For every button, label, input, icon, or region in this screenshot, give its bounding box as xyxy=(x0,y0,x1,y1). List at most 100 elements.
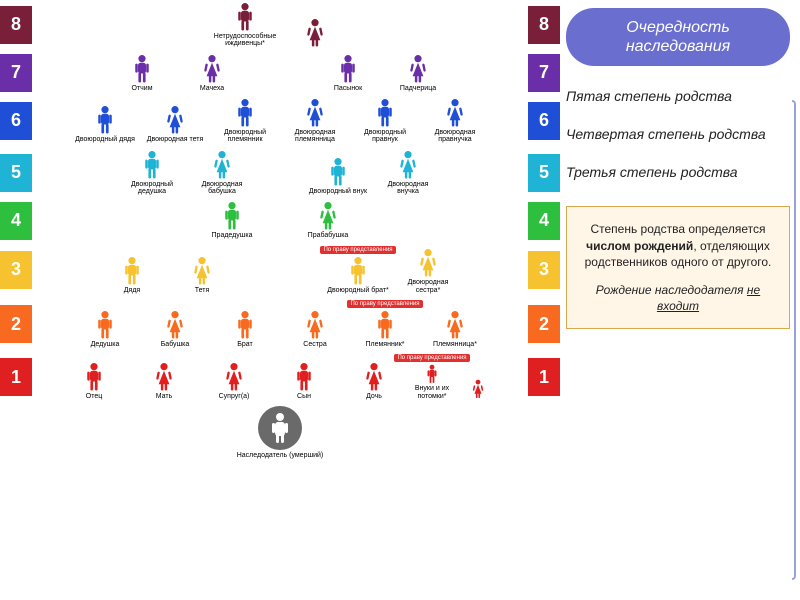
person-label: Мачеха xyxy=(200,85,224,92)
row-number-right: 8 xyxy=(528,6,560,44)
person-icon: Двоюродный дедушка xyxy=(120,150,184,196)
person-label: Двоюродная внучка xyxy=(376,181,440,196)
row-number-right: 4 xyxy=(528,202,560,240)
person-label: Отчим xyxy=(131,85,152,92)
row-number-left: 8 xyxy=(0,6,32,44)
person-icon: Сын xyxy=(272,362,336,400)
info-p1-b: числом рождений xyxy=(586,239,693,253)
person-icon: Бабушка xyxy=(143,310,207,348)
people-strip: Дядя Тетя По праву представления Двоюродн… xyxy=(32,244,528,296)
person-icon: По праву представления Внуки и их потомк… xyxy=(412,354,452,400)
person-icon: Племянница* xyxy=(423,310,487,348)
person-icon: Сестра xyxy=(283,310,347,348)
row-number-right: 5 xyxy=(528,154,560,192)
person-icon: Двоюродный внук xyxy=(306,157,370,195)
person-icon: Нетрудоспособные иждивенцы* xyxy=(213,2,277,48)
person-label: Племянница* xyxy=(433,341,477,348)
person-label: Супруг(а) xyxy=(219,393,250,400)
person-icon: Супруг(а) xyxy=(202,362,266,400)
person-icon: Падчерица xyxy=(386,54,450,92)
person-icon: Двоюродная сестра* xyxy=(396,248,460,294)
row-number-left: 5 xyxy=(0,154,32,192)
person-icon: Тетя xyxy=(170,256,234,294)
row-number-left: 2 xyxy=(0,305,32,343)
person-label: Двоюродный брат* xyxy=(327,287,389,294)
row-number-left: 7 xyxy=(0,54,32,92)
person-icon: Пасынок xyxy=(316,54,380,92)
inheritance-row-7: 7 Отчим Мачеха Пасынок Падчерица7 xyxy=(0,52,560,94)
person-icon: Дочь xyxy=(342,362,406,400)
people-strip: Прадедушка Прабабушка xyxy=(32,199,528,241)
person-label: Мать xyxy=(156,393,173,400)
person-label: Бабушка xyxy=(161,341,190,348)
page-title: Очередность наследования xyxy=(566,8,790,66)
row-number-left: 1 xyxy=(0,358,32,396)
person-icon: Прабабушка xyxy=(296,201,360,239)
person-icon: Прадедушка xyxy=(200,201,264,239)
people-strip: Двоюродный дядя Двоюродная тетя Двоюродн… xyxy=(32,96,528,146)
person-label: Двоюродная бабушка xyxy=(190,181,254,196)
person-label: Внуки и их потомки* xyxy=(412,385,452,400)
info-p2-a: Рождение наследодателя xyxy=(596,283,747,297)
person-icon: По праву представления Двоюродный брат* xyxy=(326,246,390,294)
person-label: Нетрудоспособные иждивенцы* xyxy=(213,33,277,48)
side-frame-decoration xyxy=(792,100,796,580)
person-icon: Двоюродный дядя xyxy=(73,105,137,143)
person-icon: Двоюродный племянник xyxy=(213,98,277,144)
person-icon: По праву представления Племянник* xyxy=(353,300,417,348)
heir-label: Наследодатель (умерший) xyxy=(237,452,324,459)
person-label: Дедушка xyxy=(91,341,120,348)
row-number-right: 1 xyxy=(528,358,560,396)
person-label: Двоюродный племянник xyxy=(213,129,277,144)
degree-3: Третья степень родства xyxy=(566,164,790,180)
side-panel: Очередность наследования Пятая степень р… xyxy=(560,0,800,600)
person-label: Падчерица xyxy=(400,85,436,92)
person-label: Пасынок xyxy=(334,85,362,92)
degree-4: Четвертая степень родства xyxy=(566,126,790,142)
person-label: Тетя xyxy=(195,287,210,294)
info-box: Степень родства определяется числом рожд… xyxy=(566,206,790,329)
person-label: Двоюродный дедушка xyxy=(120,181,184,196)
person-icon: Двоюродная племянница xyxy=(283,98,347,144)
row-number-left: 6 xyxy=(0,102,32,140)
info-p1-a: Степень родства определяется xyxy=(590,222,765,236)
person-label: Двоюродный внук xyxy=(309,188,367,195)
person-label: Сестра xyxy=(303,341,326,348)
row-number-left: 3 xyxy=(0,251,32,289)
person-label: Двоюродная племянница xyxy=(283,129,347,144)
inheritance-row-6: 6 Двоюродный дядя Двоюродная тетя Двоюро… xyxy=(0,96,560,146)
person-icon xyxy=(458,379,498,400)
inheritance-row-4: 4 Прадедушка Прабабушка4 xyxy=(0,199,560,241)
person-icon: Мачеха xyxy=(180,54,244,92)
row-number-right: 3 xyxy=(528,251,560,289)
person-label: Двоюродный правнук xyxy=(353,129,417,144)
inheritance-row-8: 8 Нетрудоспособные иждивенцы* 8 xyxy=(0,0,560,50)
representation-badge: По праву представления xyxy=(394,354,469,362)
person-label: Двоюродный дядя xyxy=(75,136,135,143)
person-label: Дочь xyxy=(366,393,382,400)
inheritance-row-2: 2 Дедушка Бабушка Брат СестраПо праву пр… xyxy=(0,298,560,350)
person-icon: Мать xyxy=(132,362,196,400)
people-strip: Отчим Мачеха Пасынок Падчерица xyxy=(32,52,528,94)
heir-icon xyxy=(258,406,302,450)
inheritance-row-1: 1 Отец Мать Супруг(а) Сын xyxy=(0,352,560,402)
people-strip: Дедушка Бабушка Брат СестраПо праву пред… xyxy=(32,298,528,350)
people-strip: Отец Мать Супруг(а) Сын ДочьПо xyxy=(32,352,528,402)
person-icon: Отчим xyxy=(110,54,174,92)
person-label: Двоюродная тетя xyxy=(147,136,204,143)
person-label: Двоюродная сестра* xyxy=(396,279,460,294)
row-number-left: 4 xyxy=(0,202,32,240)
person-icon: Двоюродная внучка xyxy=(376,150,440,196)
row-number-right: 6 xyxy=(528,102,560,140)
person-label: Племянник* xyxy=(365,341,404,348)
row-number-right: 7 xyxy=(528,54,560,92)
representation-badge: По праву представления xyxy=(347,300,422,308)
degree-5: Пятая степень родства xyxy=(566,88,790,104)
inheritance-row-5: 5 Двоюродный дедушка Двоюродная бабушка … xyxy=(0,148,560,198)
person-icon: Дядя xyxy=(100,256,164,294)
person-icon: Двоюродная бабушка xyxy=(190,150,254,196)
inheritance-row-3: 3 Дядя Тетя По праву представления Двоюро… xyxy=(0,244,560,296)
person-icon: Дедушка xyxy=(73,310,137,348)
person-icon: Двоюродный правнук xyxy=(353,98,417,144)
inheritance-chart: 8 Нетрудоспособные иждивенцы* 8 7 Отчим М… xyxy=(0,0,560,600)
